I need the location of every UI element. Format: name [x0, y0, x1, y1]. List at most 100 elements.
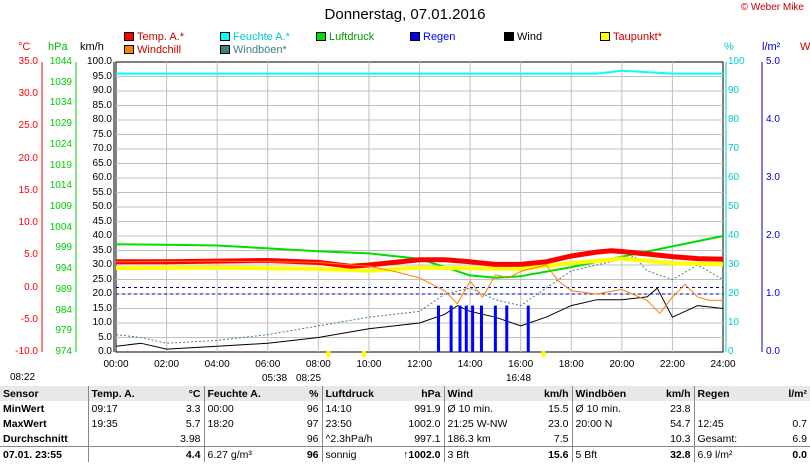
humidity-tick: 100: [728, 56, 745, 67]
pressure-tick: 1009: [49, 201, 72, 212]
stats-cell: 6.9 l/m²: [693, 446, 762, 462]
wind-tick: 55.0: [92, 186, 112, 198]
x-tick: 18:00: [558, 359, 584, 370]
stats-cell: 4.4: [156, 446, 204, 462]
stats-cell: 32.8: [644, 446, 694, 462]
pressure-tick: 989: [55, 283, 72, 295]
rain-bar: [449, 305, 453, 352]
temp-tick: 5.0: [24, 249, 38, 261]
wind-tick: 30.0: [92, 259, 112, 270]
stats-header-cell: l/m²: [762, 386, 810, 401]
legend-item: Temp. A.*: [124, 31, 184, 43]
stats-header-cell: Wind: [443, 386, 518, 401]
humidity-tick: 90: [728, 85, 740, 96]
wind-tick: 95.0: [92, 70, 112, 82]
pressure-tick: 1024: [49, 138, 72, 150]
humidity-tick: 40: [728, 230, 740, 241]
chart-canvas: [41, 61, 763, 357]
stats-header-cell: Sensor: [0, 386, 88, 401]
series-line-taupunkt: [115, 256, 724, 273]
stats-cell: [693, 401, 762, 416]
stats-header-cell: %: [276, 386, 322, 401]
temp-tick: 35.0: [18, 56, 38, 67]
wind-tick: 0.0: [98, 346, 112, 357]
humidity-tick: 30: [728, 259, 740, 270]
wind-tick: 70.0: [92, 143, 112, 154]
stats-cell: 97: [306, 417, 319, 430]
stats-header-cell: Temp. A.: [87, 386, 156, 401]
wind-tick: 15.0: [92, 302, 112, 314]
daylight-marker: [541, 351, 546, 357]
wind-tick: 100.0: [86, 56, 112, 67]
rain-bar: [464, 305, 468, 352]
daylight-marker: [361, 351, 366, 357]
humidity-tick: 10: [728, 317, 740, 328]
legend-item: Windböen*: [220, 44, 287, 56]
stats-header-cell: Luftdruck: [321, 386, 394, 401]
stats-cell: 14:10: [321, 401, 394, 416]
stats-cell: Ø 10 min.: [571, 401, 644, 416]
stats-header-cell: °C: [156, 386, 204, 401]
x-tick: 02:00: [154, 359, 180, 370]
wind-tick: 10.0: [92, 317, 112, 328]
stats-cell: [203, 431, 276, 447]
sunset-marker: 05:38: [262, 373, 288, 384]
stats-cell: 15.6: [518, 446, 572, 462]
stats-header-cell: Feuchte A.: [203, 386, 276, 401]
rain-tick: 3.0: [766, 172, 780, 183]
stats-cell: 186.3 km: [443, 431, 518, 447]
stats-header-cell: hPa: [394, 386, 444, 401]
stats-cell: 1002.0: [408, 417, 441, 430]
temp-tick: 0.0: [24, 281, 38, 293]
stats-cell: 21:25 W-NW: [443, 416, 518, 431]
rain-bar: [436, 305, 440, 352]
pressure-tick: 979: [55, 325, 72, 337]
legend-swatch: [504, 32, 514, 41]
stats-cell: 00:00: [203, 401, 276, 416]
temp-tick: 25.0: [18, 120, 38, 132]
stats-cell: 96: [276, 446, 322, 462]
stats-cell: 23.0: [548, 417, 569, 430]
stats-cell: 6.9: [792, 432, 807, 445]
humidity-tick: 0: [728, 346, 734, 357]
humidity-tick: 80: [728, 114, 740, 125]
stats-cell: 0.0: [762, 446, 810, 462]
legend-label: Temp. A.*: [137, 31, 185, 43]
stats-cell: 10.3: [670, 432, 691, 445]
legend-item: Taupunkt*: [600, 31, 662, 43]
legend-swatch: [316, 32, 326, 41]
stats-cell: 3.3: [185, 402, 201, 415]
legend-swatch: [410, 32, 420, 41]
stats-cell: ^2.3hPa/h: [321, 431, 394, 447]
wind-tick: 90.0: [92, 85, 112, 96]
stats-cell: 18:20: [203, 416, 276, 431]
x-tick: 12:00: [406, 359, 433, 370]
stats-row: MinWert 09:17 3.3 00:00 96 14:10 991.9 Ø 10 min…: [0, 401, 810, 416]
stats-cell: Durchschnitt: [3, 432, 68, 445]
x-tick: 00:00: [103, 359, 129, 370]
wind-tick: 75.0: [92, 128, 112, 140]
wind-tick: 40.0: [92, 230, 112, 241]
stats-cell: 23:50: [321, 416, 394, 431]
pressure-tick: 974: [55, 346, 72, 357]
stats-header-cell: km/h: [518, 386, 572, 401]
x-tick: 06:00: [255, 359, 281, 370]
temp-tick: 10.0: [18, 217, 38, 229]
pressure-tick: 1014: [49, 180, 72, 192]
legend-swatch: [124, 45, 134, 54]
x-tick: 04:00: [204, 359, 230, 370]
humidity-unit-label: %: [724, 41, 734, 53]
legend-label: Wind: [517, 31, 543, 43]
stats-cell: 5.7: [185, 417, 201, 430]
humidity-tick: 70: [728, 143, 740, 154]
x-tick: 14:00: [457, 359, 483, 370]
stats-cell: 20:00 N: [571, 416, 644, 431]
series-line-windben: [115, 255, 724, 344]
wind-tick: 65.0: [92, 157, 112, 169]
pressure-tick: 1034: [49, 97, 72, 109]
legend-label: Windböen*: [233, 44, 287, 56]
legend-item: Luftdruck: [316, 31, 374, 43]
temp-tick: -5.0: [20, 313, 38, 325]
stats-row: Durchschnitt 3.98 96 ^2.3hPa/h 997.1 186.3 km…: [0, 431, 810, 447]
stats-cell: Ø 10 min.: [443, 401, 518, 416]
